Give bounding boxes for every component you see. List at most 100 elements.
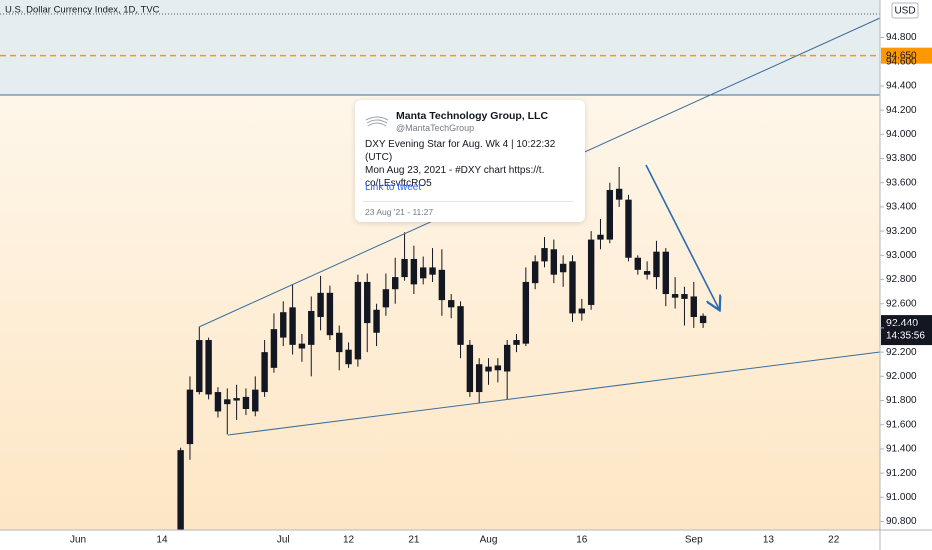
candle-body: [466, 344, 474, 393]
candle-body: [606, 189, 614, 240]
candle-body: [410, 258, 418, 285]
candle-body: [289, 307, 296, 345]
candle-body: [438, 269, 446, 301]
candle-body: [457, 306, 464, 345]
time-axis: [0, 530, 880, 550]
candle-body: [317, 292, 324, 318]
candle-body: [214, 392, 222, 412]
tweet-author: Manta Technology Group, LLC: [396, 110, 549, 122]
y-tick-label: 93.200: [886, 226, 917, 237]
candle-body: [690, 296, 697, 318]
y-tick-label: 94.000: [886, 129, 917, 140]
y-tick-label: 91.400: [886, 444, 917, 455]
candle-body: [448, 300, 455, 308]
candle-body: [643, 271, 651, 275]
x-tick-label: Sep: [685, 535, 703, 546]
price-tag-label: 94.650: [886, 50, 917, 61]
x-tick-label: Aug: [480, 535, 498, 546]
candle-body: [280, 312, 287, 338]
candle-body: [699, 315, 707, 324]
candles: [177, 166, 707, 530]
candle-body: [671, 294, 679, 298]
y-tick-label: 94.400: [886, 81, 917, 92]
y-tick-label: 93.400: [886, 202, 917, 213]
candle-body: [261, 352, 268, 393]
countdown: 14:35:56: [886, 331, 925, 342]
y-tick-label: 93.600: [886, 177, 917, 188]
x-tick-label: 22: [828, 535, 840, 546]
candle-body: [326, 292, 334, 336]
x-tick-label: 12: [343, 535, 355, 546]
candle-body: [401, 258, 408, 278]
tweet-date: 23 Aug '21 - 11:27: [365, 207, 434, 217]
y-tick-label: 94.600: [886, 56, 917, 67]
candle-body: [382, 289, 390, 308]
candle-body: [550, 249, 558, 275]
candle-body: [354, 281, 362, 360]
candle-body: [578, 308, 586, 314]
candle-body: [615, 188, 623, 200]
currency-label: USD: [894, 6, 915, 17]
last-price-label: 92.440: [886, 317, 918, 329]
candle-body: [569, 261, 576, 314]
candle-body: [485, 366, 492, 372]
tweet-card: Manta Technology Group, LLC @MantaTechGr…: [355, 100, 585, 222]
candle-body: [392, 277, 399, 290]
candle-body: [242, 396, 250, 409]
candle-body: [345, 349, 352, 365]
candle-body: [494, 365, 502, 371]
candle-body: [522, 281, 530, 344]
tweet-link[interactable]: Link to tweet: [365, 182, 422, 193]
zone: [0, 0, 880, 95]
x-tick-label: 14: [156, 535, 168, 546]
candle-body: [196, 340, 203, 393]
last-price-tag: [881, 315, 932, 346]
candle-body: [429, 267, 436, 275]
overlay: 94.650 92.440 14:35:56 USD: [0, 2, 932, 346]
separator: [363, 201, 573, 202]
candle-body: [364, 281, 371, 324]
y-tick-label: 92.000: [886, 371, 917, 382]
candle-body: [420, 267, 427, 279]
y-tick-label: 92.200: [886, 347, 917, 358]
candle-body: [270, 329, 278, 368]
y-tick-label: 91.800: [886, 395, 917, 406]
candle-body: [662, 251, 669, 295]
candle-body: [252, 389, 259, 412]
candle-body: [233, 398, 240, 401]
y-tick-label: 94.800: [886, 32, 917, 43]
candle-body: [625, 199, 632, 258]
candle-body: [681, 294, 688, 299]
y-tick-label: 93.800: [886, 153, 917, 164]
candle-body: [503, 344, 511, 372]
y-tick-label: 90.800: [886, 516, 917, 527]
y-tick-label: 91.600: [886, 419, 917, 430]
tweet-line: co/LEsvftcRO5: [365, 178, 432, 189]
candle-body: [298, 343, 306, 349]
candle-body: [513, 340, 520, 345]
arrow: [645, 164, 719, 309]
candle-body: [373, 309, 380, 333]
y-tick-label: 93.000: [886, 250, 917, 261]
y-tick-label: 94.200: [886, 105, 917, 116]
tweet-handle: @MantaTechGroup: [396, 123, 475, 133]
candle-body: [597, 234, 604, 240]
candle-body: [224, 399, 231, 405]
candle-body: [336, 332, 343, 353]
candle-body: [587, 239, 595, 305]
candle-body: [308, 310, 315, 345]
x-tick-label: 16: [576, 535, 588, 546]
candle-body: [559, 263, 567, 273]
logo: [365, 116, 389, 127]
price-tag: [881, 47, 932, 64]
tweet-text: DXY Evening Star for Aug. Wk 4 | 10:22:3…: [365, 138, 585, 190]
currency-box: [891, 2, 919, 19]
candle-body: [634, 257, 641, 270]
candle-body: [653, 251, 660, 278]
x-tick-label: Jun: [70, 535, 86, 546]
candle-body: [541, 248, 548, 262]
candle-body: [205, 340, 212, 395]
chart-title: U.S. Dollar Currency Index, 1D, TVC: [5, 5, 160, 16]
